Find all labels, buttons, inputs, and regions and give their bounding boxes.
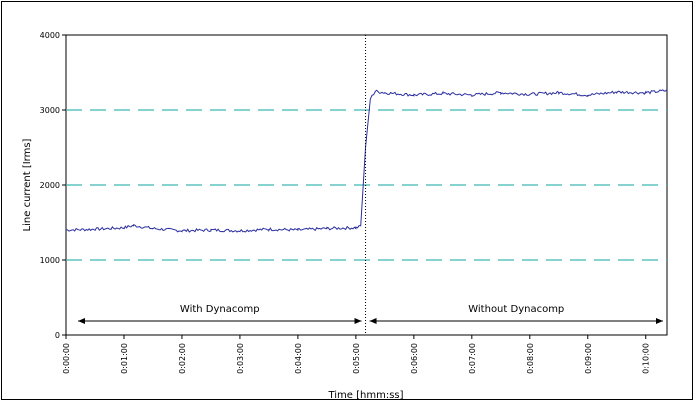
x-axis-title: Time [hmm:ss] bbox=[327, 390, 403, 401]
arrow-head-left bbox=[369, 318, 377, 324]
annotation-label: Without Dynacomp bbox=[468, 304, 564, 315]
y-tick-label: 4000 bbox=[40, 31, 60, 40]
y-tick-label: 2000 bbox=[40, 181, 60, 190]
arrow-head-right bbox=[656, 318, 663, 324]
x-tick-label: 0:01:00 bbox=[120, 343, 129, 374]
x-tick-label: 0:07:00 bbox=[468, 343, 477, 374]
series-line bbox=[65, 89, 668, 233]
x-tick-label: 0:09:00 bbox=[584, 343, 593, 374]
x-axis: 0:00:00 0:01:00 0:02:00 0:03:00 0:04:00 0:05:… bbox=[62, 335, 651, 374]
x-tick-label: 0:04:00 bbox=[294, 343, 303, 374]
y-tick-label: 1000 bbox=[40, 256, 60, 265]
y-tick-label: 0 bbox=[55, 331, 60, 340]
annotations: With Dynacomp Without Dynacomp bbox=[78, 304, 663, 324]
y-axis-title: Line current [Irms] bbox=[22, 138, 33, 231]
x-tick-label: 0:02:00 bbox=[178, 343, 187, 374]
arrow-head-left bbox=[78, 318, 85, 324]
x-tick-label: 0:03:00 bbox=[236, 343, 245, 374]
x-tick-label: 0:06:00 bbox=[410, 343, 419, 374]
annotation-label: With Dynacomp bbox=[180, 304, 260, 315]
x-tick-label: 0:00:00 bbox=[62, 343, 71, 374]
series-group bbox=[65, 89, 668, 233]
arrow-head-right bbox=[354, 318, 362, 324]
x-tick-label: 0:08:00 bbox=[526, 343, 535, 374]
x-tick-label: 0:05:00 bbox=[352, 343, 361, 374]
y-tick-label: 3000 bbox=[40, 106, 60, 115]
x-tick-label: 0:10:00 bbox=[642, 343, 651, 374]
grid-lines bbox=[66, 109, 667, 261]
y-axis: 0 1000 2000 3000 4000 bbox=[40, 31, 66, 340]
